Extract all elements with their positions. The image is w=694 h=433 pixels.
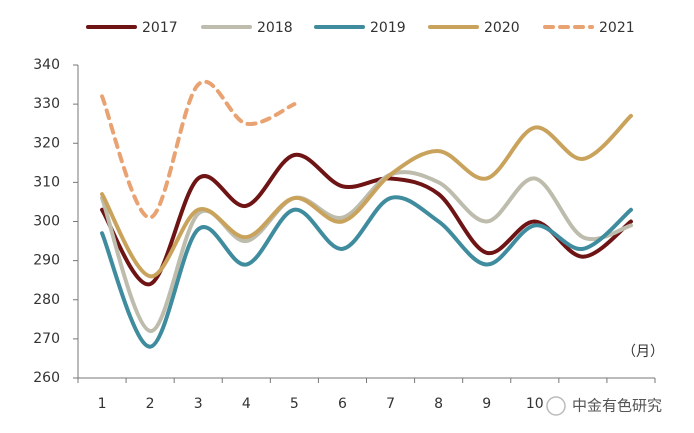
legend-label: 2020: [484, 20, 520, 36]
y-tick-label: 310: [33, 174, 60, 190]
y-tick-label: 260: [33, 370, 60, 386]
y-tick-label: 340: [33, 57, 60, 73]
y-tick-label: 330: [33, 96, 60, 112]
x-tick-label: 6: [338, 396, 347, 412]
x-tick-label: 1: [98, 396, 107, 412]
x-tick-label: 8: [434, 396, 443, 412]
series-line: [100, 195, 633, 349]
series-line: [100, 79, 297, 220]
y-tick-label: 290: [33, 253, 60, 269]
x-tick-label: 5: [290, 396, 299, 412]
legend-label: 2017: [142, 20, 178, 36]
y-tick-label: 300: [33, 214, 60, 230]
series-line: [100, 152, 633, 287]
y-tick-label: 320: [33, 135, 60, 151]
watermark: 中金有色研究: [572, 397, 662, 415]
series-line: [100, 170, 633, 334]
x-tick-label: 10: [526, 396, 544, 412]
x-tick-label: 9: [482, 396, 491, 412]
y-tick-label: 270: [33, 331, 60, 347]
y-tick-label: 280: [33, 292, 60, 308]
watermark-icon: [546, 396, 566, 416]
x-tick-label: 2: [146, 396, 155, 412]
legend-label: 2019: [370, 20, 406, 36]
legend-label: 2018: [257, 20, 293, 36]
legend-label: 2021: [599, 20, 635, 36]
x-tick-label: 3: [194, 396, 203, 412]
x-axis-unit: （月）: [622, 344, 664, 360]
x-tick-label: 7: [386, 396, 395, 412]
series-line: [100, 113, 633, 279]
x-tick-label: 4: [242, 396, 251, 412]
